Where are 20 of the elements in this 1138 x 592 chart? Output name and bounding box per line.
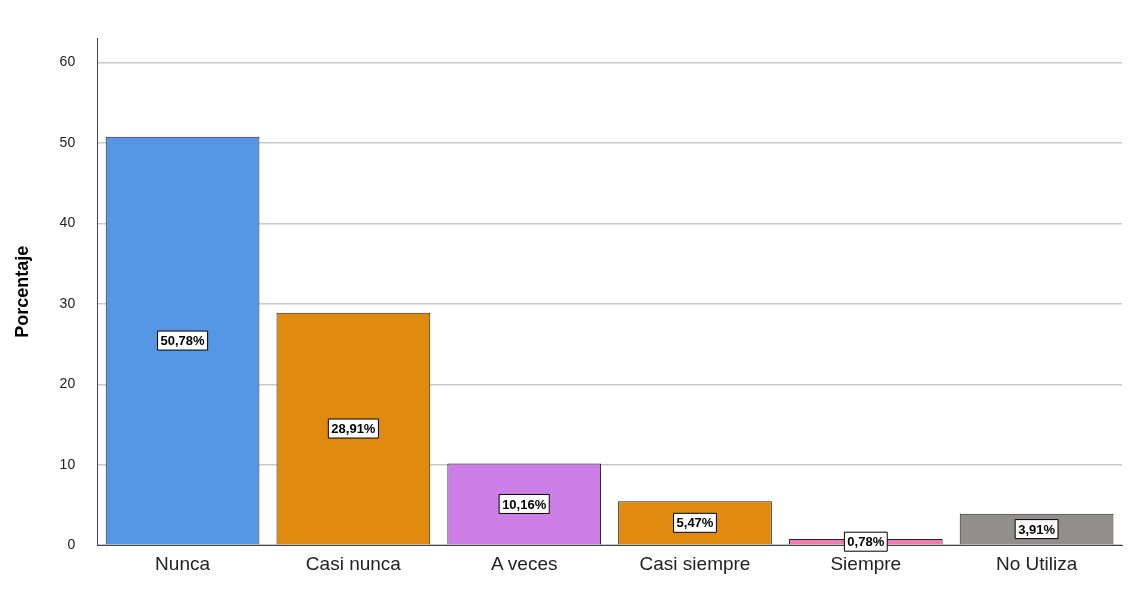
x-tick-label: Siempre [830, 552, 902, 574]
x-tick-label: No Utiliza [995, 552, 1078, 574]
data-label: 50,78% [160, 333, 206, 349]
data-label: 10,16% [502, 496, 547, 512]
data-label: 3,91% [1018, 521, 1056, 537]
y-tick-label: 30 [59, 294, 76, 311]
x-tick-label: Nunca [155, 552, 211, 574]
data-label: 28,91% [331, 421, 376, 437]
x-tick-label: Casi nunca [305, 552, 402, 574]
y-axis-title: Porcentaje [11, 245, 32, 338]
y-tick-label: 0 [67, 536, 76, 553]
x-tick-label: Casi siempre [639, 552, 751, 574]
data-label: 0,78% [847, 534, 885, 550]
x-tick-label: A veces [490, 552, 558, 574]
y-tick-label: 40 [59, 214, 76, 231]
y-tick-label: 50 [59, 133, 76, 150]
y-tick-label: 60 [59, 53, 76, 70]
y-tick-label: 10 [59, 455, 76, 472]
y-tick-label: 20 [59, 375, 76, 392]
data-label: 5,47% [676, 515, 714, 531]
